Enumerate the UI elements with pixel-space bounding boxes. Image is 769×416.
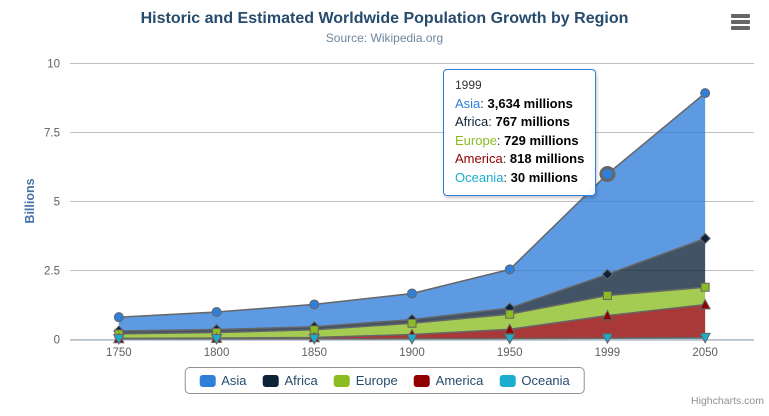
hamburger-menu-icon — [731, 20, 750, 24]
tooltip-series-value: 3,634 millions — [487, 95, 573, 111]
legend-swatch-icon — [413, 374, 430, 387]
africa-marker[interactable] — [699, 232, 711, 245]
america-area[interactable] — [118, 304, 706, 339]
asia-marker[interactable] — [113, 312, 124, 323]
tooltip-row-asia: Asia: 3,634 millions — [455, 95, 573, 111]
x-axis-label: 1750 — [106, 347, 132, 359]
america-marker[interactable] — [503, 323, 516, 335]
chart-title: Historic and Estimated Worldwide Populat… — [140, 10, 629, 27]
legend-item-europe[interactable]: Europe — [333, 373, 398, 388]
legend-label: Oceania — [521, 373, 570, 388]
x-axis-label: 1850 — [301, 347, 327, 359]
tooltip-series-name: Oceania — [455, 169, 504, 185]
oceania-marker[interactable] — [210, 334, 223, 346]
oceania-marker[interactable] — [503, 333, 516, 345]
hamburger-menu-icon — [731, 26, 750, 30]
legend-label: Asia — [221, 373, 247, 388]
tooltip-header: 1999 — [455, 78, 482, 92]
legend-swatch-icon — [199, 374, 216, 387]
tooltip-row-africa: Africa: 767 millions — [455, 114, 570, 129]
tooltip-series-value: 729 millions — [504, 132, 579, 148]
tooltip: 1999 Asia: 3,634 millions Africa: 767 mil… — [443, 69, 597, 196]
y-axis-label: 0 — [54, 335, 60, 347]
x-axis-label: 1900 — [399, 347, 425, 359]
legend-label: America — [435, 373, 484, 388]
oceania-marker[interactable] — [699, 332, 711, 344]
tooltip-series-name: Africa — [455, 114, 489, 129]
legend: Asia Africa Europe America Oceania — [184, 367, 585, 394]
africa-marker[interactable] — [601, 268, 614, 281]
america-marker[interactable] — [601, 309, 614, 321]
asia-marker[interactable] — [407, 288, 417, 299]
tooltip-row-america: America: 818 millions — [455, 151, 585, 166]
legend-label: Africa — [284, 373, 318, 388]
europe-marker[interactable] — [700, 282, 710, 292]
x-axis-label: 1999 — [595, 347, 621, 359]
legend-swatch-icon — [262, 374, 279, 387]
oceania-marker[interactable] — [113, 334, 125, 346]
tooltip-row-oceania: Oceania: 30 millions — [455, 169, 578, 185]
x-axis-label: 1950 — [497, 347, 523, 359]
europe-marker[interactable] — [602, 290, 612, 300]
asia-marker[interactable] — [309, 299, 320, 310]
y-axis-label: 7.5 — [44, 128, 60, 140]
asia-marker[interactable] — [700, 88, 711, 99]
oceania-marker[interactable] — [308, 334, 321, 346]
y-axis-label: 5 — [54, 197, 60, 209]
x-axis-label: 2050 — [692, 347, 718, 359]
hamburger-menu-icon — [731, 14, 750, 18]
tooltip-series-value: 818 millions — [509, 151, 585, 166]
legend-swatch-icon — [333, 374, 350, 387]
legend-item-oceania[interactable]: Oceania — [499, 373, 570, 388]
africa-area[interactable] — [118, 238, 706, 334]
asia-marker[interactable] — [211, 307, 222, 318]
legend-label: Europe — [355, 373, 398, 388]
y-axis-label: 10 — [47, 59, 60, 71]
y-axis-title: Billions — [23, 178, 37, 224]
europe-marker[interactable] — [407, 318, 417, 328]
tooltip-series-value: 767 millions — [495, 114, 570, 129]
legend-item-america[interactable]: America — [413, 373, 484, 388]
tooltip-row-europe: Europe: 729 millions — [455, 132, 579, 148]
tooltip-series-value: 30 millions — [510, 169, 578, 185]
tooltip-series-name: Europe — [455, 132, 497, 148]
credits-link[interactable]: Highcharts.com — [691, 395, 764, 407]
legend-swatch-icon — [499, 374, 516, 387]
america-marker[interactable] — [699, 298, 711, 310]
tooltip-series-name: Asia — [455, 95, 481, 111]
x-axis-label: 1800 — [204, 347, 230, 359]
tooltip-rows: Asia: 3,634 millions Africa: 767 millions… — [455, 95, 584, 188]
europe-marker[interactable] — [505, 309, 515, 319]
asia-area[interactable] — [118, 93, 706, 331]
oceania-marker[interactable] — [406, 334, 418, 345]
tooltip-series-name: America — [455, 151, 503, 166]
chart-subtitle: Source: Wikipedia.org — [325, 31, 444, 45]
y-axis-label: 2.5 — [44, 266, 60, 278]
legend-item-asia[interactable]: Asia — [199, 373, 247, 388]
hovered-point-marker[interactable] — [599, 166, 616, 183]
asia-marker[interactable] — [504, 264, 515, 275]
export-menu-button[interactable] — [731, 14, 750, 32]
legend-item-africa[interactable]: Africa — [262, 373, 318, 388]
oceania-marker[interactable] — [601, 333, 614, 345]
